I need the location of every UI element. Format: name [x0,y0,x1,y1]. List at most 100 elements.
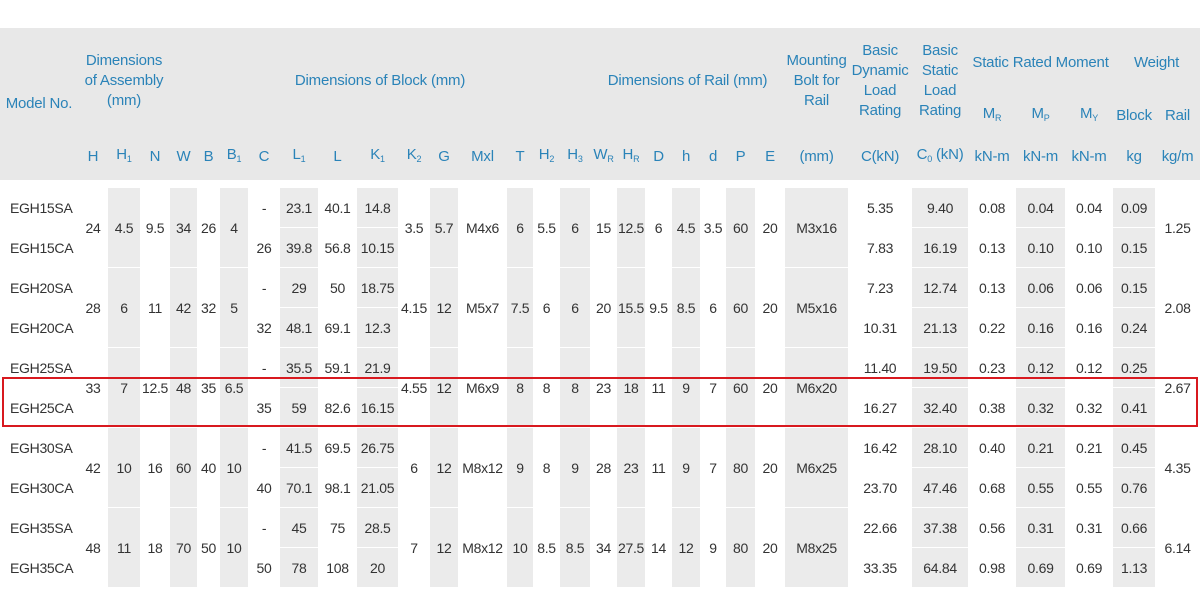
value-cell: 0.31 [1016,507,1066,547]
value-cell: 9 [560,427,591,507]
symbol: B [203,147,214,165]
value-cell: 47.46 [912,467,969,507]
value-cell: 0.98 [968,547,1017,587]
header-symbol: D [645,133,673,180]
value-cell: 28 [78,267,108,347]
value-cell: 21.13 [912,307,969,347]
value-cell: 19.50 [912,347,969,387]
value-cell: 11.40 [848,347,913,387]
value-cell: 75 [318,507,357,547]
value-cell: 0.10 [1016,227,1066,267]
value-cell: 0.69 [1016,547,1066,587]
value-cell: - [248,507,280,547]
header-cell: Static Rated Moment [968,28,1114,98]
value-cell: 0.13 [968,227,1017,267]
value-cell: 4.5 [672,180,701,267]
value-cell: 6 [108,267,140,347]
value-cell: 12.5 [617,180,646,267]
symbol: H [567,145,578,163]
header-symbol: P [726,133,756,180]
value-cell: 11 [140,267,170,347]
value-cell: 8.5 [560,507,591,587]
header-unit: kg/m [1155,133,1200,180]
value-cell: M6x25 [785,427,849,507]
value-cell: 12 [430,507,458,587]
header-symbol: Mxl [458,133,507,180]
symbol: M [1079,104,1093,122]
value-cell: 60 [726,267,756,347]
value-cell: 18 [617,347,646,427]
subscript: 3 [577,153,583,164]
value-cell: 5 [220,267,248,347]
symbol: C(kN) [860,147,900,165]
value-cell: 70 [170,507,197,587]
value-cell: 8 [533,347,560,427]
model-cell: EGH20CA [0,307,78,347]
header-symbol: C(kN) [848,133,913,180]
value-cell: M5x16 [785,267,849,347]
symbol: L [333,147,342,165]
header-cell: Weight [1113,28,1200,98]
data-row: EGH20CA 32 48.1 69.1 12.3 10.31 21.13 0.22 0.16 0… [0,307,1200,347]
header-symbol: MR [968,98,1017,133]
value-cell: 1.13 [1113,547,1156,587]
subscript: 2 [416,153,422,164]
value-cell: 20 [755,507,786,587]
spec-table: Model No. Dimensions of Assembly (mm) Di… [0,28,1200,587]
value-cell: 0.24 [1113,307,1156,347]
value-cell: 10.31 [848,307,913,347]
value-cell: 0.25 [1113,347,1156,387]
value-cell: 48 [78,507,108,587]
header-symbol: N [140,133,170,180]
value-cell: 7 [108,347,140,427]
value-cell: 7 [398,507,430,587]
header-unit: kN-m [1016,133,1066,180]
value-cell: 0.31 [1065,507,1114,547]
value-cell: 6 [700,267,727,347]
header-symbol: Block [1113,98,1156,133]
symbol: H [87,147,99,165]
value-cell: 6 [398,427,430,507]
value-cell: 22.66 [848,507,913,547]
symbol: C [916,145,928,163]
subscript: 1 [236,153,242,164]
header-symbol: C [248,133,280,180]
header-symbol: MY [1065,98,1114,133]
value-cell: 23.1 [280,180,318,227]
header-symbol: B [197,133,220,180]
value-cell: 12.74 [912,267,969,307]
value-cell: M6x9 [458,347,507,427]
model-cell: EGH25CA [0,387,78,427]
header-symbol: K2 [398,133,430,180]
subscript: 1 [126,153,132,164]
value-cell: 0.32 [1016,387,1066,427]
symbol: W [593,145,608,163]
header-cell: Basic Static Load Rating [912,28,969,133]
value-cell: 0.23 [968,347,1017,387]
value-cell: 6 [560,267,591,347]
value-cell: 0.15 [1113,267,1156,307]
value-cell: 69.1 [318,307,357,347]
value-cell: 28.10 [912,427,969,467]
value-cell: 11 [645,427,673,507]
value-cell: 21.9 [357,347,398,387]
value-cell: 12.5 [140,347,170,427]
model-cell: EGH20SA [0,267,78,307]
header-symbol: Rail [1155,98,1200,133]
value-cell: M3x16 [785,180,849,267]
symbol: C [258,147,270,165]
value-cell: 0.13 [968,267,1017,307]
value-cell: 9 [672,347,701,427]
value-cell: 10 [220,427,248,507]
value-cell: 21.05 [357,467,398,507]
header-symbol: W [170,133,197,180]
value-cell: 20 [755,427,786,507]
header-cell: Dimensions of Assembly (mm) [78,28,170,133]
value-cell: 60 [726,347,756,427]
value-cell: 0.12 [1016,347,1066,387]
value-cell: 20 [755,267,786,347]
value-cell: M6x20 [785,347,849,427]
value-cell: 48 [170,347,197,427]
value-cell: 0.68 [968,467,1017,507]
value-cell: 33 [78,347,108,427]
